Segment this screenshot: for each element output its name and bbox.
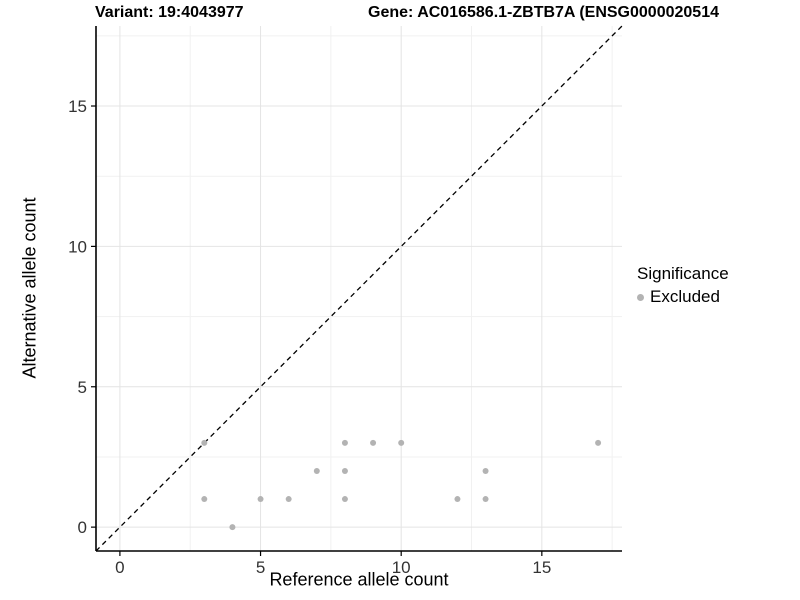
y-tick-label: 0 xyxy=(78,518,87,537)
legend-title: Significance xyxy=(637,264,729,283)
data-point xyxy=(313,467,320,474)
variant-title: Variant: 19:4043977 xyxy=(95,4,244,21)
y-tick-label: 15 xyxy=(68,97,87,116)
data-point xyxy=(201,439,208,446)
data-point xyxy=(482,467,489,474)
y-tick-label: 5 xyxy=(78,378,87,397)
gene-title: Gene: AC016586.1-ZBTB7A (ENSG0000020514 xyxy=(368,4,719,21)
legend: Significance Excluded xyxy=(637,264,729,307)
legend-item-excluded: Excluded xyxy=(637,287,729,307)
data-point xyxy=(595,439,602,446)
x-tick-label: 5 xyxy=(256,558,265,577)
identity-line xyxy=(95,25,623,552)
data-point xyxy=(341,496,348,503)
x-axis-label: Reference allele count xyxy=(269,569,449,590)
data-point xyxy=(257,496,264,503)
data-point xyxy=(398,439,405,446)
x-tick-label: 10 xyxy=(392,558,411,577)
data-point xyxy=(482,496,489,503)
data-point xyxy=(341,439,348,446)
data-point xyxy=(229,524,236,531)
data-point xyxy=(370,439,377,446)
legend-item-label: Excluded xyxy=(650,287,720,306)
data-point xyxy=(454,496,461,503)
x-tick-label: 0 xyxy=(115,558,124,577)
y-tick-label: 10 xyxy=(68,237,87,256)
data-point xyxy=(285,496,292,503)
data-point xyxy=(201,496,208,503)
x-tick-label: 15 xyxy=(532,558,551,577)
legend-point-icon xyxy=(637,293,644,301)
y-axis-label: Alternative allele count xyxy=(19,197,40,379)
data-point xyxy=(341,467,348,474)
